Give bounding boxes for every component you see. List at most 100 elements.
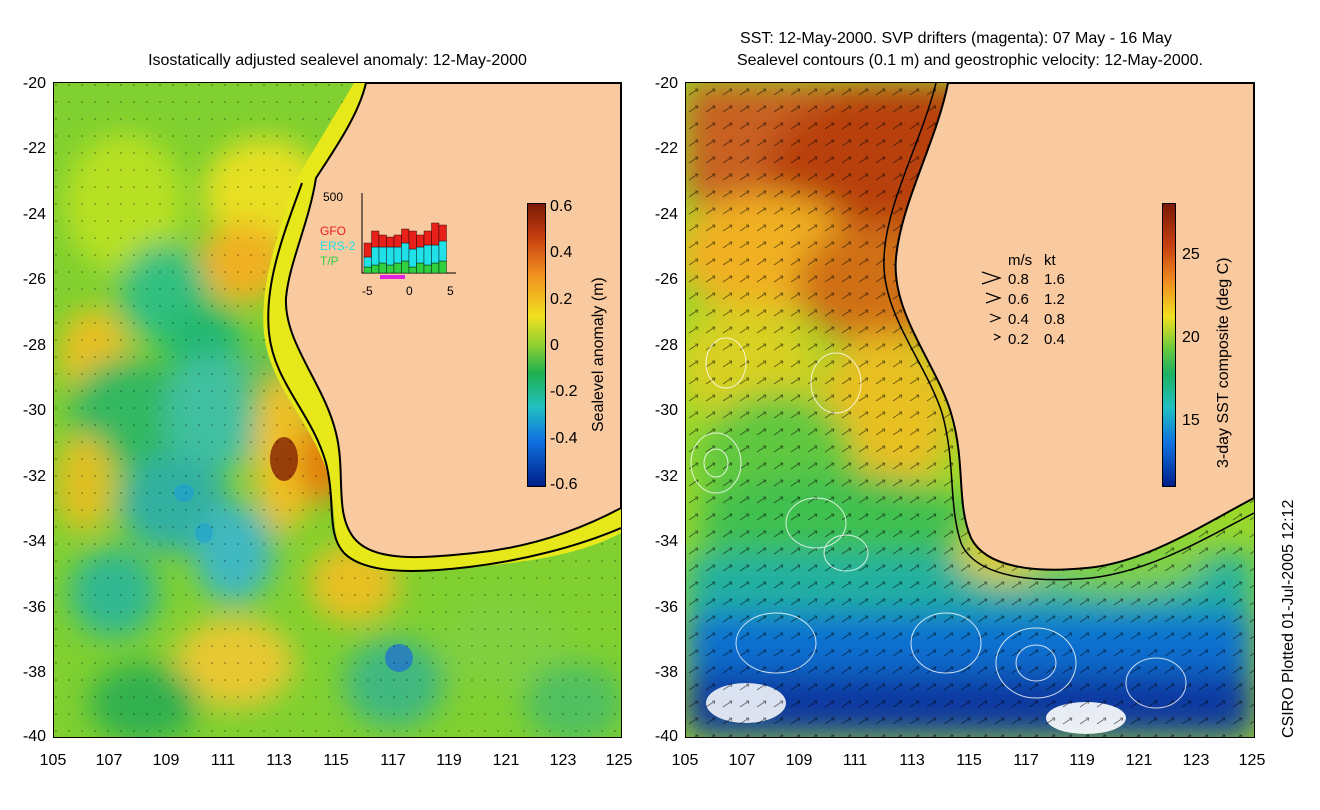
inset-x-tick: -5 xyxy=(362,284,373,298)
inset-bar-ers xyxy=(416,246,425,264)
inset-bar-gfo xyxy=(386,236,395,248)
legend-header-kt: kt xyxy=(1044,252,1056,269)
legend-kt: 1.2 xyxy=(1044,291,1065,308)
y-tick: -22 xyxy=(22,140,46,157)
sst-field xyxy=(686,83,1254,737)
right-map-title-line1: SST: 12-May-2000. SVP drifters (magenta)… xyxy=(740,30,1172,47)
y-tick: -38 xyxy=(22,664,46,681)
velocity-arrows-icon xyxy=(981,271,1002,341)
inset-bar-ers xyxy=(431,244,440,264)
plot-credit: CSIRO Plotted 01-Jul-2005 12:12 xyxy=(1280,499,1297,738)
x-tick: 109 xyxy=(152,752,180,769)
inset-bar-tp xyxy=(408,266,417,274)
inset-bar-tp xyxy=(371,264,380,274)
cbar-tick: 0.6 xyxy=(550,198,573,215)
inset-bar-gfo xyxy=(363,242,372,258)
inset-bar-gfo xyxy=(393,234,402,248)
legend-gfo: GFO xyxy=(320,224,346,238)
legend-tp: T/P xyxy=(320,254,339,268)
x-tick: 115 xyxy=(956,752,982,769)
inset-bar-tp xyxy=(401,260,410,274)
inset-bar-ers xyxy=(401,242,410,262)
x-tick: 121 xyxy=(492,752,520,769)
y-tick: -26 xyxy=(654,271,678,288)
sst-colorbar-label: 3-day SST composite (deg C) xyxy=(1215,257,1232,468)
data-count-inset: 500 GFO ERS-2 T/P -5 0 5 xyxy=(310,188,460,300)
y-tick: -20 xyxy=(22,75,46,92)
y-tick: -24 xyxy=(22,206,46,223)
legend-kt: 0.4 xyxy=(1044,331,1065,348)
y-tick: -34 xyxy=(654,533,678,550)
inset-bar-ers xyxy=(363,256,372,268)
y-tick: -24 xyxy=(654,206,678,223)
x-tick: 125 xyxy=(1238,752,1266,769)
x-tick: 105 xyxy=(39,752,67,769)
drifter-period-marker xyxy=(380,275,405,279)
inset-bar-ers xyxy=(408,248,417,268)
inset-bar-tp xyxy=(423,264,432,274)
velocity-legend: m/s kt 0.8 1.6 0.6 1.2 0.4 0.8 0.2 0.4 xyxy=(980,252,1080,352)
inset-bar-tp xyxy=(393,262,402,274)
y-tick: -34 xyxy=(22,533,46,550)
cbar-tick: 20 xyxy=(1182,329,1200,346)
x-tick: 125 xyxy=(605,752,633,769)
inset-x-tick: 5 xyxy=(447,284,454,298)
x-tick: 107 xyxy=(728,752,756,769)
y-tick: -28 xyxy=(22,337,46,354)
inset-bar-ers xyxy=(423,244,432,266)
inset-bar-gfo xyxy=(371,230,380,248)
x-tick: 121 xyxy=(1125,752,1153,769)
inset-bar-gfo xyxy=(408,230,417,250)
x-tick: 123 xyxy=(549,752,577,769)
inset-bar-gfo xyxy=(423,230,432,246)
x-tick: 117 xyxy=(380,752,406,769)
inset-y-max: 500 xyxy=(323,190,344,204)
inset-bar-tp xyxy=(386,264,395,274)
cbar-tick: 0.2 xyxy=(550,291,573,308)
y-tick: -26 xyxy=(22,271,46,288)
inset-bar-ers xyxy=(438,240,447,262)
cbar-tick: -0.4 xyxy=(550,430,578,447)
inset-bar-tp xyxy=(416,262,425,274)
x-tick: 109 xyxy=(785,752,813,769)
y-tick: -36 xyxy=(654,599,678,616)
sst-colorbar xyxy=(1162,203,1176,487)
left-map-title: Isostatically adjusted sealevel anomaly:… xyxy=(148,52,527,69)
inset-bar-gfo xyxy=(431,222,440,246)
legend-ms: 0.6 xyxy=(1008,291,1029,308)
inset-bar-ers xyxy=(378,246,387,264)
inset-bar-tp xyxy=(431,262,440,274)
x-tick: 115 xyxy=(323,752,349,769)
legend-kt: 1.6 xyxy=(1044,271,1065,288)
cbar-tick: -0.6 xyxy=(550,476,578,493)
inset-bar-gfo xyxy=(401,228,410,244)
y-tick: -32 xyxy=(654,468,678,485)
x-tick: 119 xyxy=(436,752,462,769)
sealevel-colorbar-label: Sealevel anomaly (m) xyxy=(590,277,607,432)
legend-ms: 0.2 xyxy=(1008,331,1029,348)
x-tick: 111 xyxy=(842,752,868,769)
inset-bar-tp xyxy=(363,266,372,274)
x-tick: 111 xyxy=(210,752,236,769)
cbar-tick: 15 xyxy=(1182,412,1200,429)
x-tick: 105 xyxy=(671,752,699,769)
y-tick: -38 xyxy=(654,664,678,681)
y-tick: -30 xyxy=(22,402,46,419)
x-tick: 113 xyxy=(899,752,925,769)
inset-bar-ers xyxy=(393,246,402,264)
x-tick: 113 xyxy=(266,752,292,769)
legend-ms: 0.4 xyxy=(1008,311,1029,328)
y-tick: -36 xyxy=(22,599,46,616)
inset-bars xyxy=(361,193,456,279)
y-tick: -40 xyxy=(654,728,678,745)
legend-ms: 0.8 xyxy=(1008,271,1029,288)
sst-map xyxy=(685,82,1255,738)
legend-kt: 0.8 xyxy=(1044,311,1065,328)
sealevel-colorbar xyxy=(527,203,546,487)
inset-bar-ers xyxy=(386,246,395,266)
legend-header-ms: m/s xyxy=(1008,252,1033,269)
inset-bar-tp xyxy=(378,262,387,274)
x-tick: 123 xyxy=(1182,752,1210,769)
x-tick: 117 xyxy=(1013,752,1039,769)
x-tick: 107 xyxy=(95,752,123,769)
